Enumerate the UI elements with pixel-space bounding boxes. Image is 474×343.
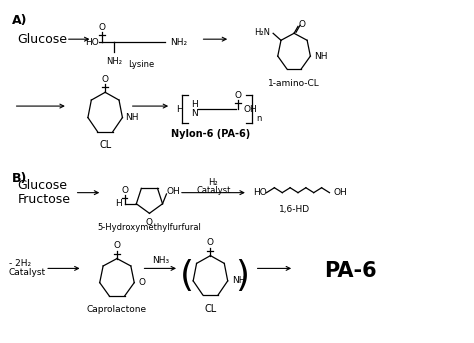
Text: N: N <box>191 109 198 118</box>
Text: n: n <box>257 114 262 123</box>
Text: Fructose: Fructose <box>18 193 71 206</box>
Text: OH: OH <box>244 105 258 114</box>
Text: H₂: H₂ <box>209 178 218 187</box>
Text: NH: NH <box>126 113 139 122</box>
Text: 1,6-HD: 1,6-HD <box>279 205 310 214</box>
Text: O: O <box>138 278 145 287</box>
Text: O: O <box>207 238 214 247</box>
Text: O: O <box>121 186 128 194</box>
Text: Glucose: Glucose <box>18 33 68 46</box>
Text: HO: HO <box>85 38 99 47</box>
Text: NH₂: NH₂ <box>106 57 122 66</box>
Text: CL: CL <box>204 304 217 314</box>
Text: B): B) <box>12 172 27 185</box>
Text: H: H <box>191 99 198 109</box>
Text: O: O <box>235 91 241 100</box>
Text: ): ) <box>235 259 249 293</box>
Text: H: H <box>176 105 183 114</box>
Text: OH: OH <box>333 188 347 197</box>
Text: H: H <box>115 199 122 208</box>
Text: NH₃: NH₃ <box>152 256 169 265</box>
Text: Catalyst: Catalyst <box>9 268 46 277</box>
Text: (: ( <box>180 259 194 293</box>
Text: Caprolactone: Caprolactone <box>87 305 147 314</box>
Text: H₂N: H₂N <box>254 28 270 37</box>
Text: NH: NH <box>314 52 328 61</box>
Text: Glucose: Glucose <box>18 179 68 192</box>
Text: A): A) <box>12 14 27 27</box>
Text: O: O <box>99 23 106 32</box>
Text: CL: CL <box>99 140 111 150</box>
Text: Lysine: Lysine <box>128 60 155 69</box>
Text: O: O <box>101 75 109 84</box>
Text: NH: NH <box>232 276 245 285</box>
Text: O: O <box>146 218 153 227</box>
Text: OH: OH <box>166 188 180 197</box>
Text: - 2H₂: - 2H₂ <box>9 259 31 268</box>
Text: PA-6: PA-6 <box>324 261 376 281</box>
Text: 1-amino-CL: 1-amino-CL <box>268 79 320 87</box>
Text: O: O <box>113 241 120 250</box>
Text: NH₂: NH₂ <box>170 38 187 47</box>
Text: HO: HO <box>253 188 266 197</box>
Text: O: O <box>299 20 305 29</box>
Text: 5-Hydroxymethylfurfural: 5-Hydroxymethylfurfural <box>98 223 201 232</box>
Text: Catalyst: Catalyst <box>196 186 230 195</box>
Text: Nylon-6 (PA-6): Nylon-6 (PA-6) <box>171 129 250 139</box>
